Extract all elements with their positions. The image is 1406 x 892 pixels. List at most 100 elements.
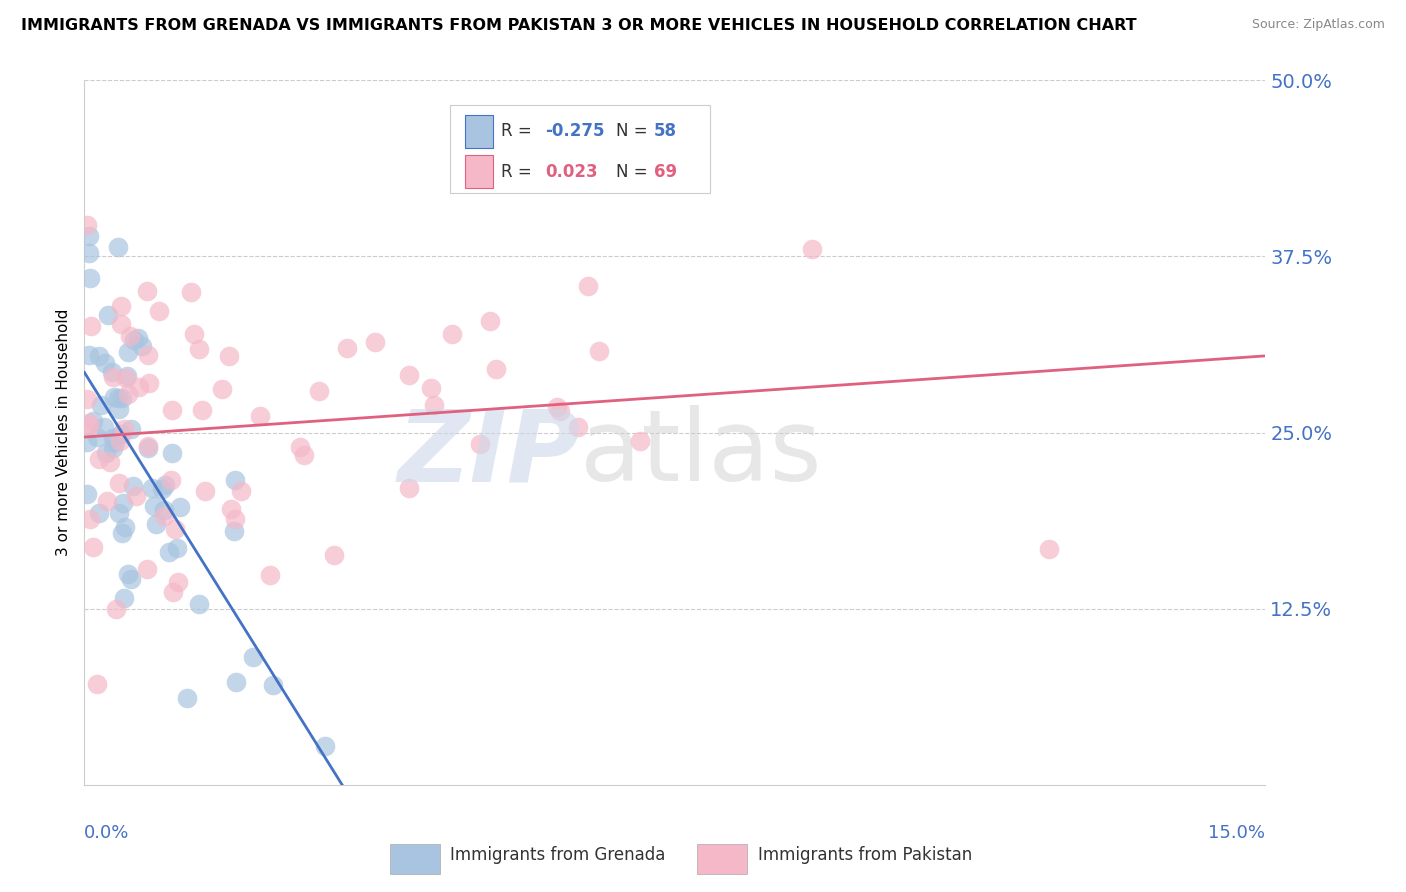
Point (80, 319, 103, 334)
Text: Immigrants from Pakistan: Immigrants from Pakistan (758, 847, 972, 864)
Point (224, 473, 246, 487)
Point (183, 326, 205, 341)
Point (76, 219, 98, 233)
Point (546, 400, 568, 414)
Point (159, 545, 181, 559)
Point (398, 481, 420, 495)
Point (259, 567, 281, 582)
Point (117, 345, 139, 359)
Point (131, 339, 153, 353)
Text: N =: N = (616, 162, 652, 181)
Point (76, 392, 98, 406)
Point (103, 390, 125, 404)
Point (127, 331, 149, 345)
Point (76, 486, 98, 500)
Point (485, 362, 508, 376)
Point (218, 349, 240, 363)
Point (478, 314, 501, 328)
Point (128, 380, 150, 394)
Point (87, 349, 110, 363)
FancyBboxPatch shape (697, 844, 747, 874)
Point (82, 540, 104, 554)
Point (79, 228, 101, 243)
Point (576, 279, 599, 293)
Point (176, 691, 198, 706)
Point (125, 489, 148, 503)
Point (160, 446, 183, 460)
Point (145, 517, 167, 532)
Point (159, 473, 181, 487)
Point (162, 402, 184, 417)
Point (98, 455, 121, 469)
Point (470, 436, 492, 450)
Point (108, 434, 131, 449)
Point (77, 416, 100, 430)
Point (77, 420, 100, 434)
Point (167, 575, 190, 590)
Point (165, 523, 187, 537)
Point (323, 548, 346, 562)
Point (224, 512, 246, 526)
Point (225, 675, 247, 690)
Point (114, 520, 136, 534)
Point (588, 343, 610, 358)
Point (122, 479, 145, 493)
Point (180, 285, 202, 299)
FancyBboxPatch shape (450, 105, 710, 193)
Point (169, 500, 191, 514)
Point (288, 441, 311, 455)
Point (364, 334, 387, 349)
Point (111, 392, 134, 406)
Point (107, 391, 129, 405)
Point (120, 572, 142, 586)
Point (135, 284, 157, 298)
Point (111, 526, 134, 541)
Point (136, 441, 159, 455)
Point (79, 271, 101, 285)
Point (107, 476, 129, 491)
Point (262, 678, 284, 692)
Point (93, 419, 115, 434)
Point (77, 245, 100, 260)
Point (155, 478, 177, 492)
Text: N =: N = (616, 122, 652, 140)
Point (136, 562, 159, 576)
Point (79, 512, 101, 526)
Point (94, 446, 117, 460)
Point (89, 506, 111, 520)
Y-axis label: 3 or more Vehicles in Household: 3 or more Vehicles in Household (56, 309, 72, 557)
Text: atlas: atlas (581, 405, 823, 502)
Point (162, 584, 184, 599)
Text: IMMIGRANTS FROM GRENADA VS IMMIGRANTS FROM PAKISTAN 3 OR MORE VEHICLES IN HOUSEH: IMMIGRANTS FROM GRENADA VS IMMIGRANTS FR… (21, 18, 1136, 33)
Point (103, 435, 125, 450)
Point (107, 240, 129, 254)
Text: R =: R = (502, 162, 537, 181)
Point (231, 483, 253, 498)
FancyBboxPatch shape (391, 844, 440, 874)
Point (219, 502, 242, 516)
Point (420, 381, 443, 395)
Point (188, 598, 211, 612)
Point (188, 342, 211, 356)
Point (115, 371, 138, 385)
Point (143, 500, 166, 514)
Point (103, 432, 125, 446)
Point (191, 403, 214, 417)
Point (249, 409, 271, 423)
Point (152, 508, 174, 523)
FancyBboxPatch shape (464, 155, 494, 188)
Point (148, 304, 170, 318)
Point (117, 387, 139, 401)
Text: 0.0%: 0.0% (84, 823, 129, 842)
Point (110, 317, 132, 331)
Point (136, 348, 159, 362)
Point (112, 591, 135, 605)
Point (101, 369, 124, 384)
Point (124, 334, 146, 348)
Text: 69: 69 (654, 162, 676, 181)
Point (110, 299, 132, 313)
Point (87, 452, 110, 467)
Point (308, 384, 330, 398)
Point (117, 567, 139, 582)
Point (97, 308, 120, 322)
